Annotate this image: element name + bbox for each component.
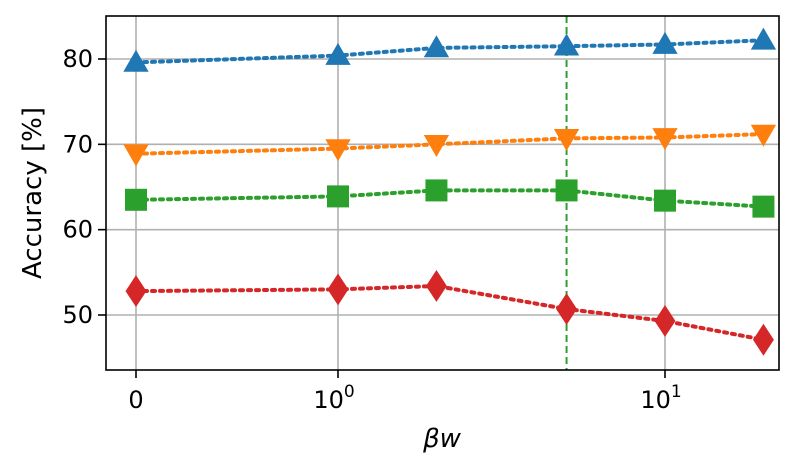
series-1 (123, 124, 777, 167)
series-line (134, 283, 766, 342)
triangle-up-marker (553, 33, 580, 56)
x-tick-label: 0 (128, 386, 143, 414)
square-marker (327, 185, 349, 208)
plot-frame (105, 15, 780, 371)
series-line (134, 132, 766, 156)
series-2 (125, 179, 775, 218)
x-tick-label: 100 (313, 382, 354, 414)
triangle-up-marker (652, 31, 678, 54)
triangle-down-marker (423, 134, 450, 157)
y-tick-label: 50 (62, 301, 93, 329)
y-tick-label: 60 (62, 216, 93, 244)
series-3 (125, 270, 774, 356)
diamond-marker (125, 275, 147, 308)
triangle-up-marker (423, 35, 450, 58)
diamond-marker (654, 305, 676, 337)
triangle-down-marker (325, 139, 351, 162)
diamond-marker (752, 323, 774, 356)
x-tick-exponent: 1 (671, 382, 682, 402)
x-axis-label: βw (422, 424, 462, 454)
y-axis-label: Accuracy [%] (18, 107, 48, 279)
diamond-marker (327, 273, 349, 306)
square-marker (654, 189, 676, 212)
y-tick-label: 80 (62, 45, 93, 73)
series-layer (123, 27, 777, 356)
series-line (134, 38, 766, 65)
triangle-down-marker (553, 129, 580, 152)
triangle-down-marker (750, 124, 777, 147)
diamond-marker (425, 270, 447, 302)
triangle-down-marker (123, 144, 149, 167)
series-line (134, 188, 766, 209)
square-marker (555, 179, 578, 202)
axes (98, 15, 780, 378)
series-0 (123, 27, 777, 72)
x-tick-exponent: 0 (344, 382, 355, 402)
triangle-up-marker (750, 27, 777, 50)
y-tick-label: 70 (62, 130, 93, 158)
square-marker (425, 179, 448, 202)
square-marker (125, 188, 147, 211)
x-tick-label: 101 (640, 382, 681, 414)
square-marker (752, 195, 775, 218)
triangle-up-marker (123, 49, 149, 72)
diamond-marker (556, 293, 578, 325)
triangle-up-marker (325, 42, 351, 65)
triangle-down-marker (652, 128, 678, 151)
